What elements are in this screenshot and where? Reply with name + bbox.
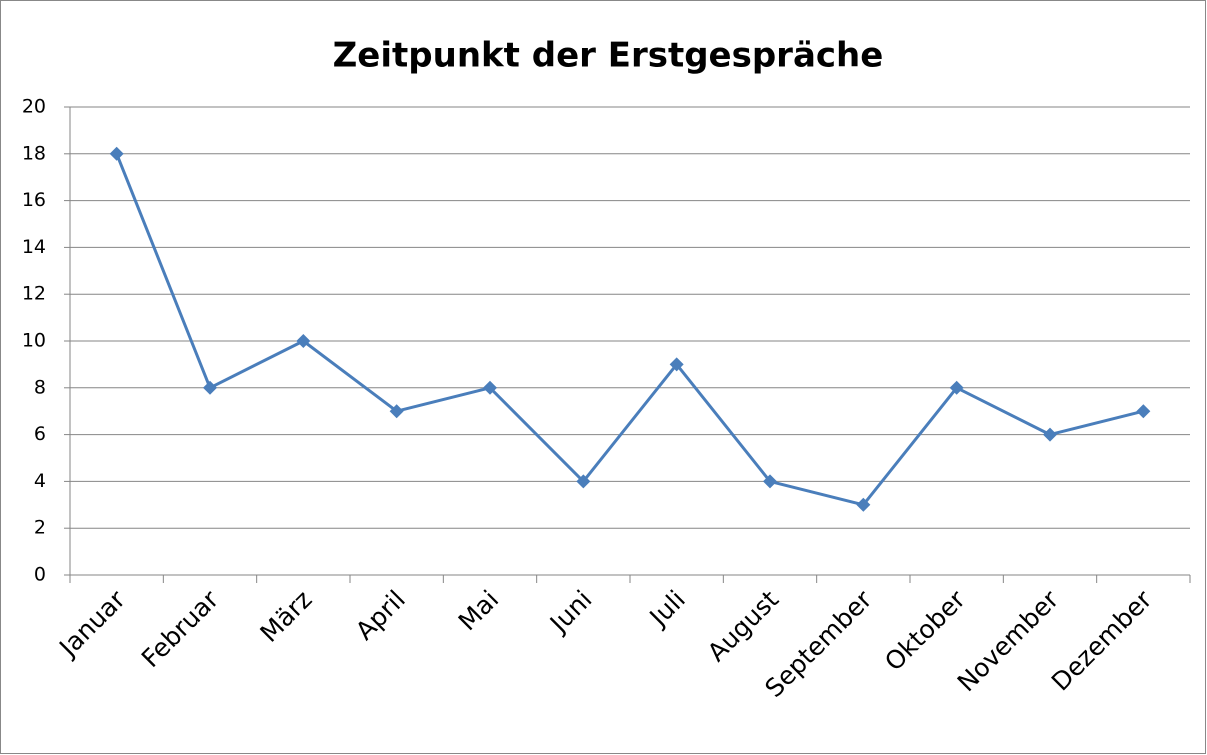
marker xyxy=(856,497,871,512)
marker xyxy=(483,380,497,395)
marker xyxy=(203,380,217,395)
y-tick-label: 4 xyxy=(34,470,46,492)
marker xyxy=(296,334,311,348)
y-tick-label: 0 xyxy=(34,564,46,586)
y-tick-label: 16 xyxy=(22,189,46,211)
marker xyxy=(389,404,404,419)
y-tick-label: 10 xyxy=(22,330,46,352)
y-tick-label: 6 xyxy=(34,423,46,445)
marker xyxy=(576,474,591,489)
y-tick-label: 14 xyxy=(22,236,46,258)
marker xyxy=(669,357,684,372)
y-tick-label: 18 xyxy=(22,142,46,164)
y-tick-label: 8 xyxy=(34,376,46,398)
y-tick-label: 12 xyxy=(22,283,46,305)
chart-title: Zeitpunkt der Erstgespräche xyxy=(333,36,884,76)
marker xyxy=(949,380,964,395)
marker xyxy=(109,146,124,161)
line xyxy=(115,153,1144,507)
marker xyxy=(1043,427,1057,442)
marker xyxy=(1136,404,1151,419)
marker xyxy=(763,474,777,489)
y-tick-label: 2 xyxy=(34,517,46,539)
y-tick-label: 20 xyxy=(22,96,46,118)
